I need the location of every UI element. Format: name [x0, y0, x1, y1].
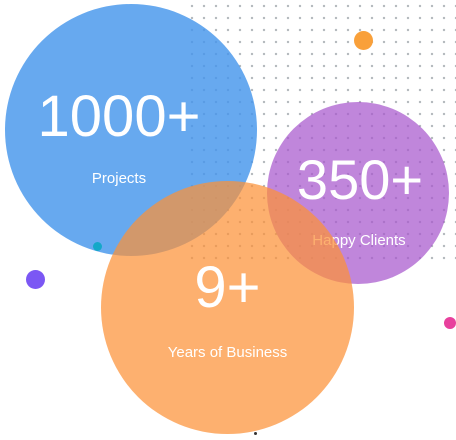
clients-count: 350+	[296, 148, 424, 211]
projects-label: Projects	[91, 170, 147, 187]
purple-dot-decoration	[26, 270, 45, 289]
orange-dot-decoration	[354, 31, 373, 50]
years-stat-circle: 9+ Years of Business	[101, 181, 354, 434]
projects-count: 1000+	[37, 84, 201, 149]
pink-dot-decoration	[444, 317, 456, 329]
tiny-dot-decoration	[254, 432, 257, 435]
teal-dot-decoration	[93, 242, 102, 251]
clients-stat-circle: 350+ Happy Clients	[267, 102, 449, 284]
years-label: Years of Business	[167, 344, 288, 361]
years-count: 9+	[194, 255, 261, 320]
